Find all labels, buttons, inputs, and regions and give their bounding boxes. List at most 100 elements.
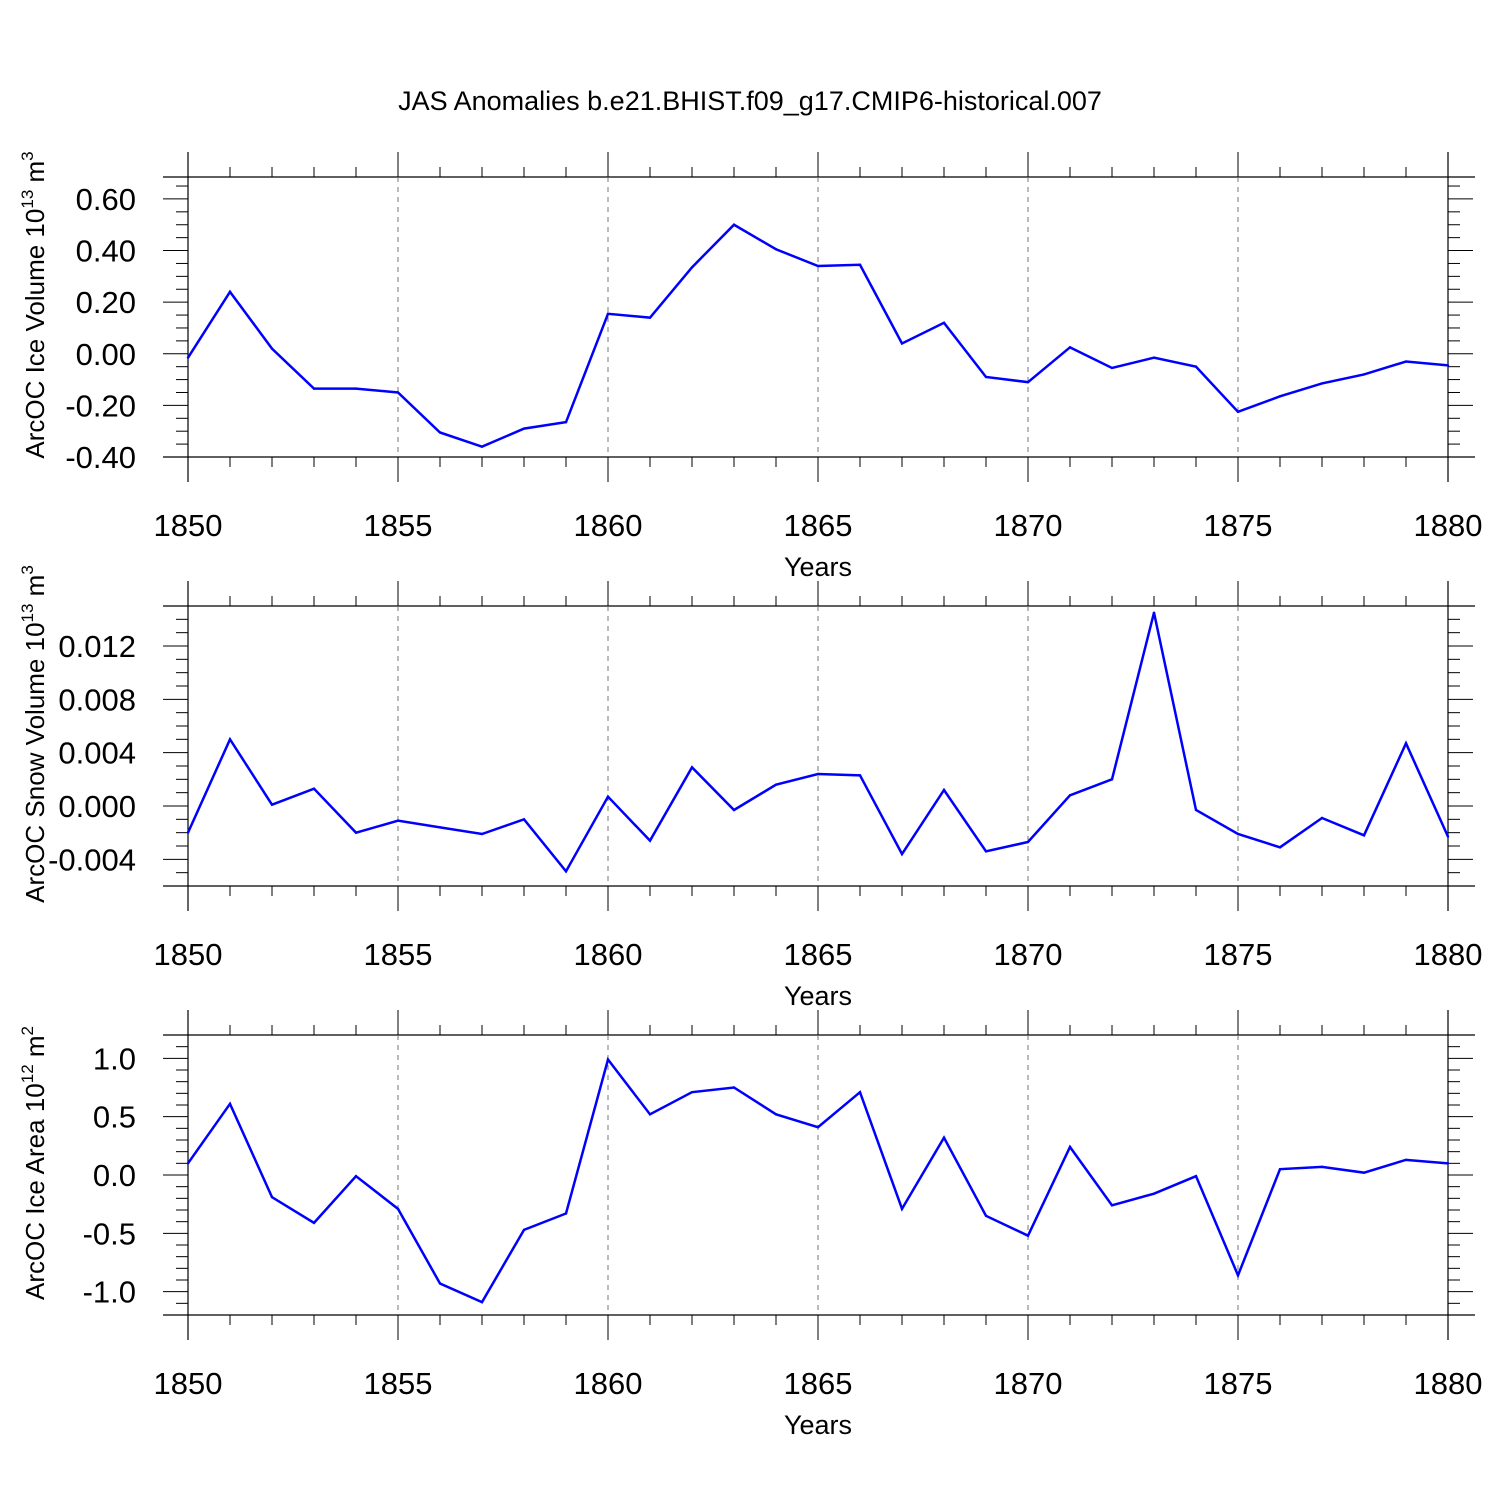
x-tick-label: 1850 <box>154 1366 223 1401</box>
x-tick-label: 1875 <box>1204 937 1273 972</box>
data-point <box>1236 1274 1240 1277</box>
data-point <box>480 1300 484 1304</box>
data-point <box>438 431 442 434</box>
y-axis-label-exponent: 13 <box>18 190 37 209</box>
data-point <box>942 788 946 792</box>
data-point <box>732 1086 736 1089</box>
data-point <box>1110 366 1114 370</box>
data-point <box>1446 364 1450 367</box>
y-tick-label: 0.012 <box>58 629 136 664</box>
y-axis-label: ArcOC Snow Volume 1013 m3 <box>18 565 50 903</box>
data-point <box>606 1058 610 1061</box>
y-axis-label-unit: m <box>20 1035 50 1064</box>
y-tick-label: 0.60 <box>76 182 136 217</box>
data-point <box>984 375 988 379</box>
y-tick-label: -1.0 <box>83 1275 136 1310</box>
x-axis-label: Years <box>784 552 852 582</box>
x-tick-label: 1855 <box>364 508 433 543</box>
data-point <box>1068 794 1072 797</box>
x-axis-label: Years <box>784 1410 852 1440</box>
chart-panel-3: 1.0 0.5 0.0 -0.5 -1.0 1850 1855 1860 1865 1870 187… <box>18 1010 1482 1440</box>
data-point <box>690 766 694 769</box>
data-point <box>1152 1192 1156 1195</box>
x-tick-label: 1860 <box>574 508 643 543</box>
data-point <box>354 387 358 390</box>
data-point <box>774 1113 778 1116</box>
y-tick-label: 0.20 <box>76 285 136 320</box>
data-point <box>438 1282 442 1285</box>
data-point <box>1320 382 1324 385</box>
figure-title: JAS Anomalies b.e21.BHIST.f09_g17.CMIP6-… <box>398 86 1102 116</box>
data-point <box>858 263 862 266</box>
y-axis-label: ArcOC Ice Volume 1013 m3 <box>18 151 50 458</box>
data-point <box>774 783 778 786</box>
data-point <box>1446 835 1450 838</box>
data-point <box>1278 395 1282 398</box>
y-axis-label: ArcOC Ice Area 1012 m2 <box>18 1026 50 1300</box>
chart-panel-1: 0.60 0.40 0.20 0.00 -0.20 -0.40 1850 1855 1860 18… <box>18 151 1482 582</box>
data-point <box>396 1207 400 1211</box>
data-point <box>732 223 736 226</box>
x-tick-label: 1875 <box>1204 1366 1273 1401</box>
data-point <box>1110 1204 1114 1207</box>
data-point <box>480 832 484 836</box>
data-point <box>858 774 862 777</box>
x-tick-label: 1860 <box>574 937 643 972</box>
y-axis-label-unit-exponent: 2 <box>18 1026 37 1035</box>
data-point <box>1362 834 1366 837</box>
data-point <box>984 1214 988 1218</box>
y-axis-label-exponent: 12 <box>18 1064 37 1083</box>
y-tick-label: 0.40 <box>76 234 136 269</box>
data-point <box>606 795 610 798</box>
data-point <box>228 290 232 294</box>
data-point <box>606 312 610 315</box>
data-point <box>1026 1234 1030 1237</box>
data-point <box>1026 380 1030 384</box>
data-point <box>648 316 652 319</box>
x-tick-label: 1880 <box>1414 508 1483 543</box>
data-point <box>564 420 568 424</box>
y-tick-label: -0.20 <box>65 388 136 423</box>
data-point <box>312 1221 316 1225</box>
data-point <box>942 321 946 325</box>
data-point <box>522 1228 526 1232</box>
y-tick-label: -0.004 <box>48 842 136 877</box>
data-point <box>1236 832 1240 836</box>
x-tick-label: 1870 <box>994 508 1063 543</box>
y-tick-label: 0.5 <box>93 1100 136 1135</box>
data-point <box>522 427 526 430</box>
x-tick-label: 1850 <box>154 937 223 972</box>
series-line <box>186 612 1450 874</box>
data-point <box>648 839 652 842</box>
data-point <box>900 852 904 856</box>
data-point <box>354 831 358 834</box>
data-point <box>1362 373 1366 376</box>
y-tick-label: 0.0 <box>93 1158 136 1193</box>
data-point <box>1320 1165 1324 1169</box>
y-axis-label-text: ArcOC Ice Volume 10 <box>20 209 50 459</box>
data-point <box>816 1125 820 1129</box>
data-point <box>564 1212 568 1215</box>
data-point <box>522 818 526 821</box>
x-tick-label: 1865 <box>784 937 853 972</box>
x-tick-label: 1880 <box>1414 1366 1483 1401</box>
data-point <box>774 248 778 251</box>
data-point <box>732 808 736 812</box>
x-tick-label: 1870 <box>994 1366 1063 1401</box>
data-point <box>1362 1171 1366 1174</box>
x-tick-label: 1860 <box>574 1366 643 1401</box>
y-tick-label: 0.004 <box>58 736 136 771</box>
data-point <box>1278 846 1282 849</box>
x-tick-label: 1855 <box>364 1366 433 1401</box>
data-point <box>942 1136 946 1139</box>
data-point <box>354 1174 358 1178</box>
data-point <box>816 772 820 776</box>
y-axis-label-unit: m <box>20 575 50 604</box>
data-point <box>480 445 484 448</box>
y-axis-label-unit: m <box>20 161 50 190</box>
data-point <box>1068 346 1072 349</box>
data-point <box>900 1207 904 1211</box>
x-tick-label: 1875 <box>1204 508 1273 543</box>
x-tick-label: 1870 <box>994 937 1063 972</box>
data-point <box>690 266 694 269</box>
